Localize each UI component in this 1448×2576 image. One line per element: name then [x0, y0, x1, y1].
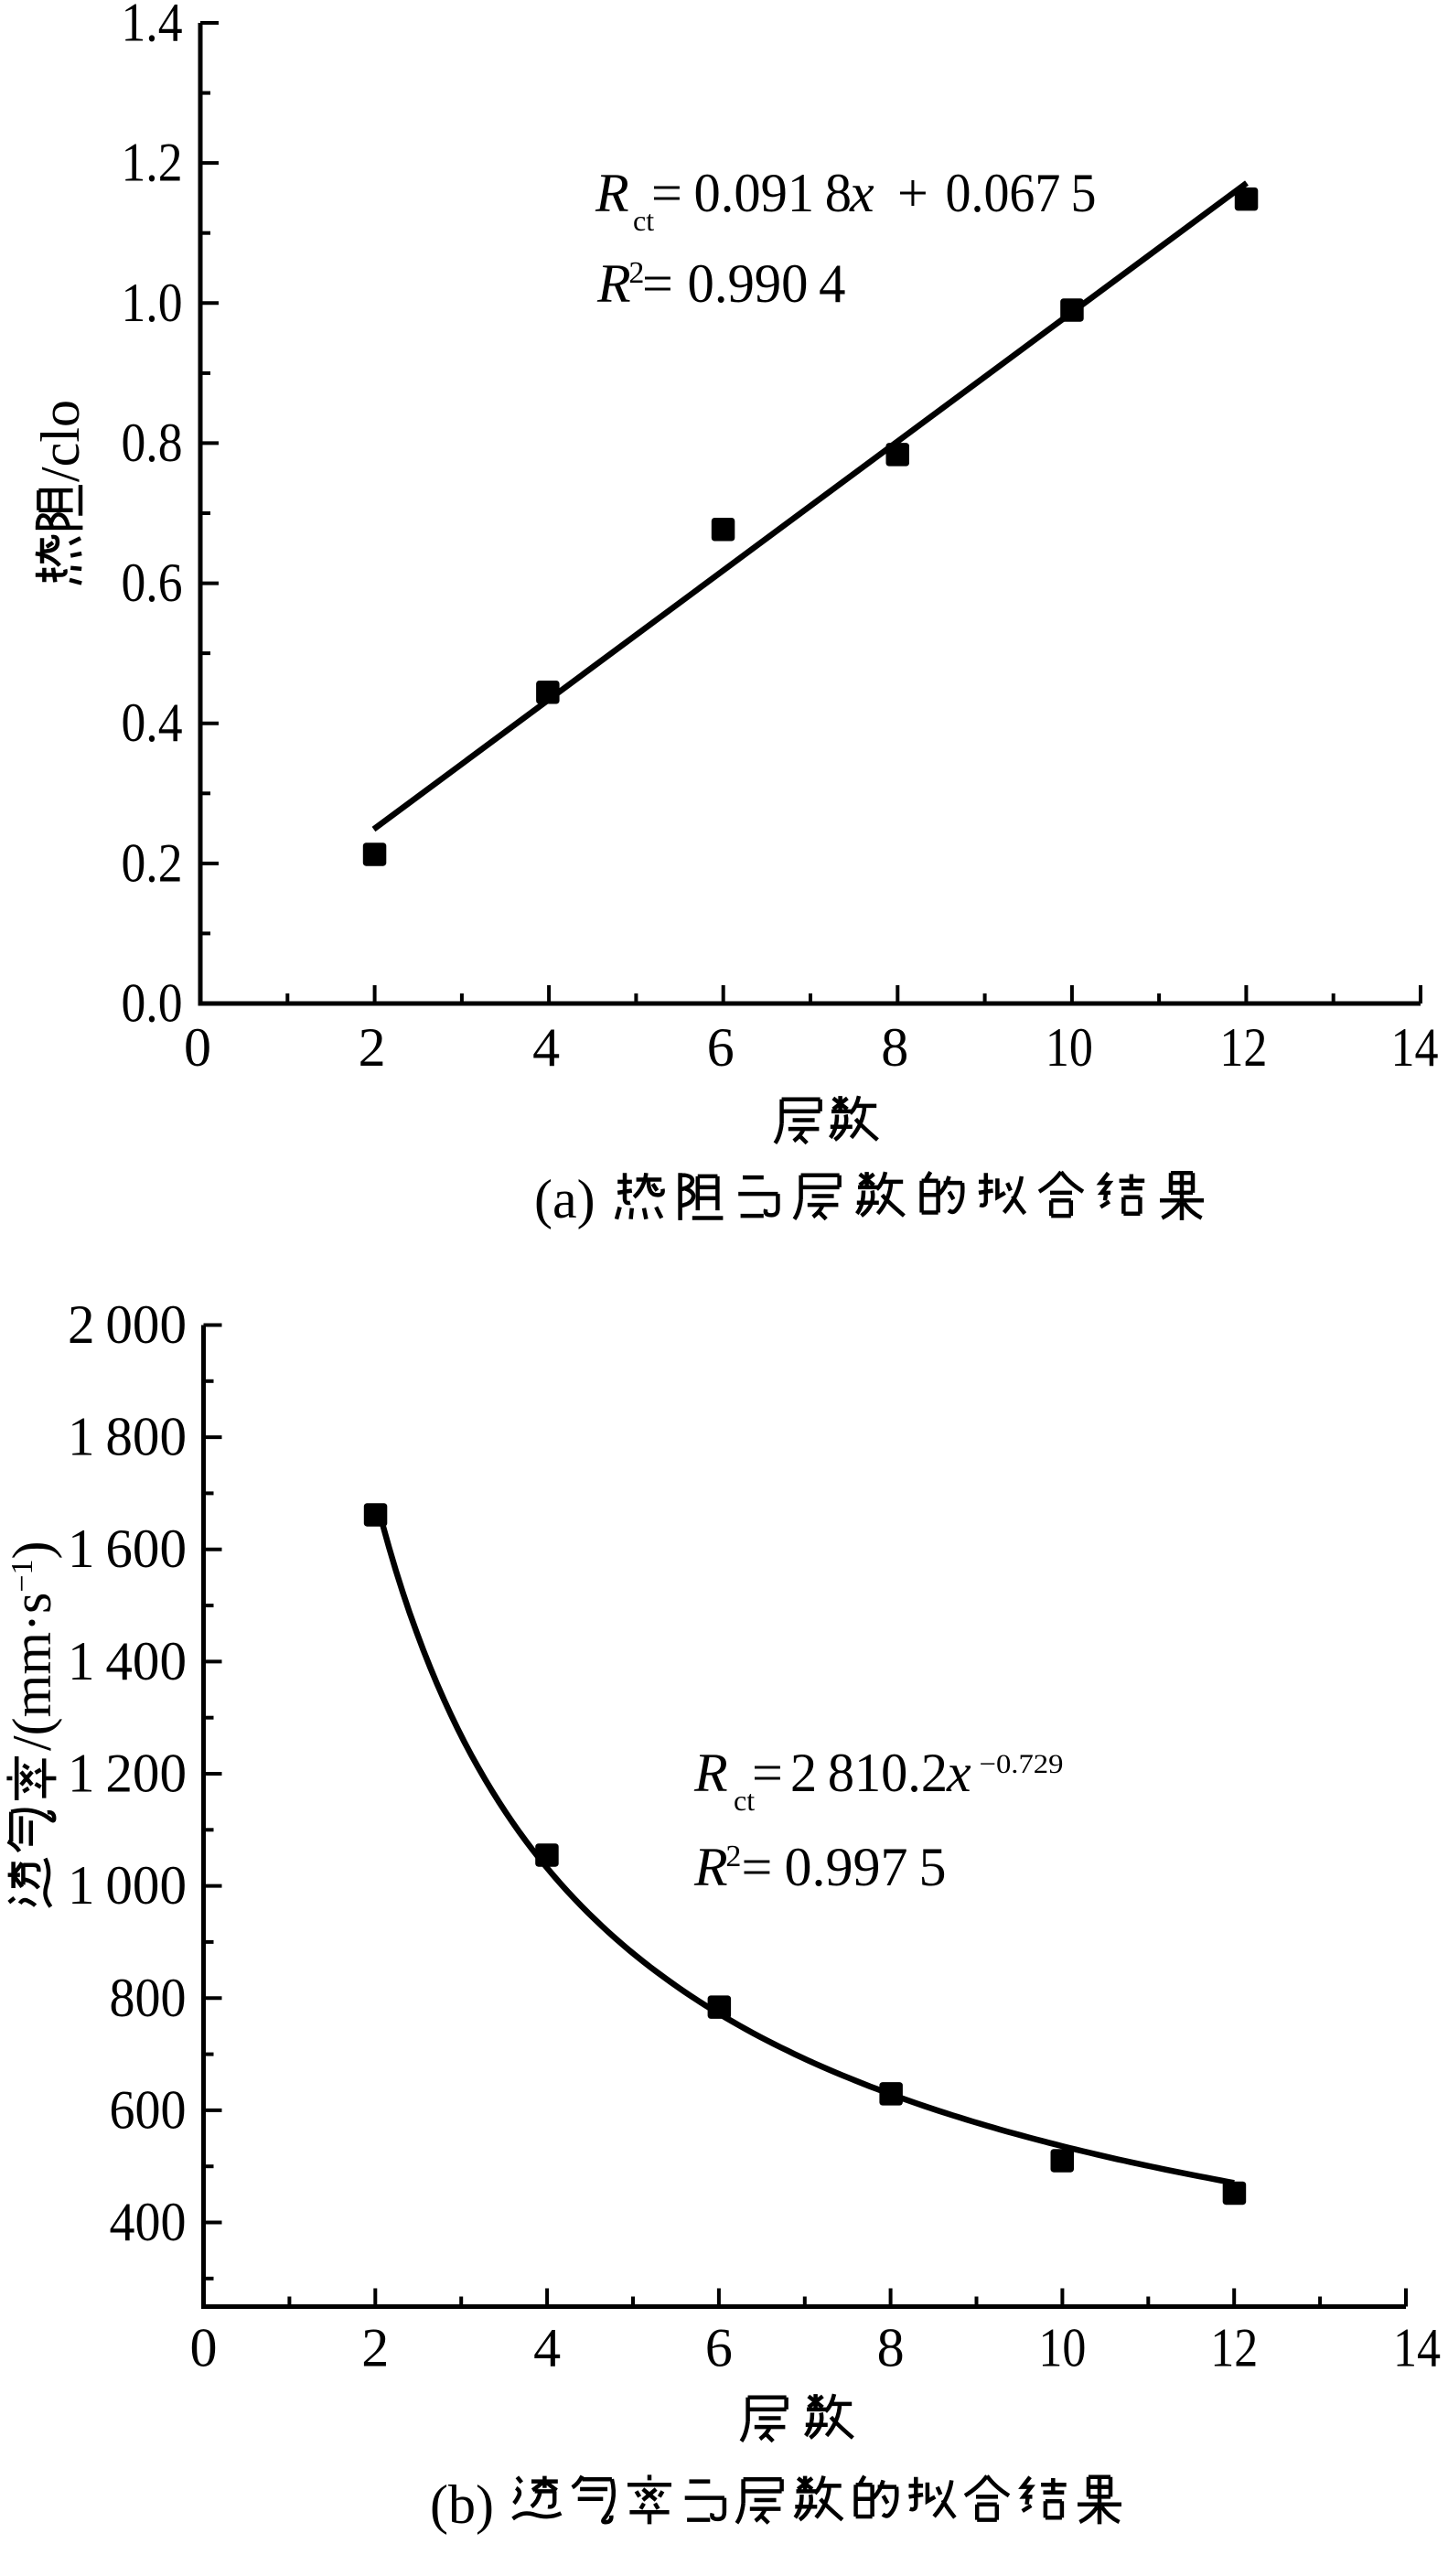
- svg-text:0.2: 0.2: [122, 832, 183, 893]
- svg-text:4: 4: [533, 2318, 561, 2378]
- svg-text:x: x: [946, 1743, 971, 1803]
- svg-text:1 400: 1 400: [68, 1631, 187, 1691]
- svg-text:2 000: 2 000: [68, 1294, 187, 1355]
- svg-text:−0.729: −0.729: [980, 1749, 1064, 1779]
- svg-text:R: R: [693, 1837, 728, 1897]
- svg-text:ct: ct: [734, 1784, 755, 1817]
- svg-text:0.997 5: 0.997 5: [785, 1837, 947, 1897]
- svg-text:R: R: [596, 253, 631, 314]
- svg-text:0: 0: [190, 2318, 218, 2378]
- svg-text:=: =: [742, 1837, 773, 1897]
- svg-text:6: 6: [705, 2318, 733, 2378]
- svg-text:/(mm·s−1): /(mm·s−1): [2, 1541, 62, 1752]
- svg-text:8: 8: [877, 2318, 905, 2378]
- svg-text:ct: ct: [633, 204, 654, 237]
- svg-text:600: 600: [110, 2079, 187, 2140]
- svg-text:0.6: 0.6: [122, 553, 183, 613]
- svg-text:0.990 4: 0.990 4: [688, 253, 846, 314]
- svg-text:2: 2: [725, 1840, 741, 1873]
- svg-text:0.4: 0.4: [122, 692, 183, 753]
- svg-text:1.0: 1.0: [122, 273, 183, 333]
- svg-text:4: 4: [532, 1017, 560, 1078]
- svg-text:+: +: [897, 163, 928, 223]
- svg-text:800: 800: [110, 1968, 187, 2028]
- svg-text:0: 0: [184, 1017, 211, 1078]
- svg-text:=: =: [752, 1743, 783, 1803]
- svg-text:0.0: 0.0: [122, 973, 183, 1034]
- svg-text:1 600: 1 600: [68, 1519, 187, 1579]
- svg-text:R: R: [595, 163, 629, 223]
- svg-text:2: 2: [361, 2318, 389, 2378]
- svg-text:0.067 5: 0.067 5: [946, 163, 1097, 223]
- svg-text:x: x: [849, 163, 874, 223]
- svg-text:1 200: 1 200: [68, 1744, 187, 1804]
- svg-text:14: 14: [1393, 2318, 1441, 2378]
- svg-text:0.091 8: 0.091 8: [694, 163, 853, 223]
- svg-text:8: 8: [881, 1017, 908, 1078]
- svg-text:=: =: [642, 253, 673, 314]
- svg-text:1 800: 1 800: [68, 1407, 187, 1467]
- svg-text:R: R: [693, 1743, 728, 1803]
- svg-text:1.4: 1.4: [122, 0, 183, 53]
- svg-text:(b): (b): [430, 2474, 494, 2535]
- svg-text:12: 12: [1210, 2318, 1258, 2378]
- svg-text:2: 2: [359, 1017, 386, 1078]
- svg-text:2 810.2: 2 810.2: [790, 1743, 948, 1803]
- svg-text:1 000: 1 000: [68, 1855, 187, 1916]
- svg-text:6: 6: [707, 1017, 735, 1078]
- svg-text:0.8: 0.8: [122, 413, 183, 473]
- svg-text:12: 12: [1219, 1017, 1267, 1078]
- svg-text:(a): (a): [534, 1169, 595, 1229]
- svg-text:/clo: /clo: [30, 400, 91, 482]
- svg-text:2: 2: [628, 256, 644, 290]
- svg-text:14: 14: [1391, 1017, 1439, 1078]
- svg-text:10: 10: [1038, 2318, 1086, 2378]
- svg-text:=: =: [651, 163, 682, 223]
- svg-text:400: 400: [110, 2192, 187, 2252]
- svg-text:10: 10: [1046, 1017, 1093, 1078]
- svg-text:1.2: 1.2: [122, 133, 183, 193]
